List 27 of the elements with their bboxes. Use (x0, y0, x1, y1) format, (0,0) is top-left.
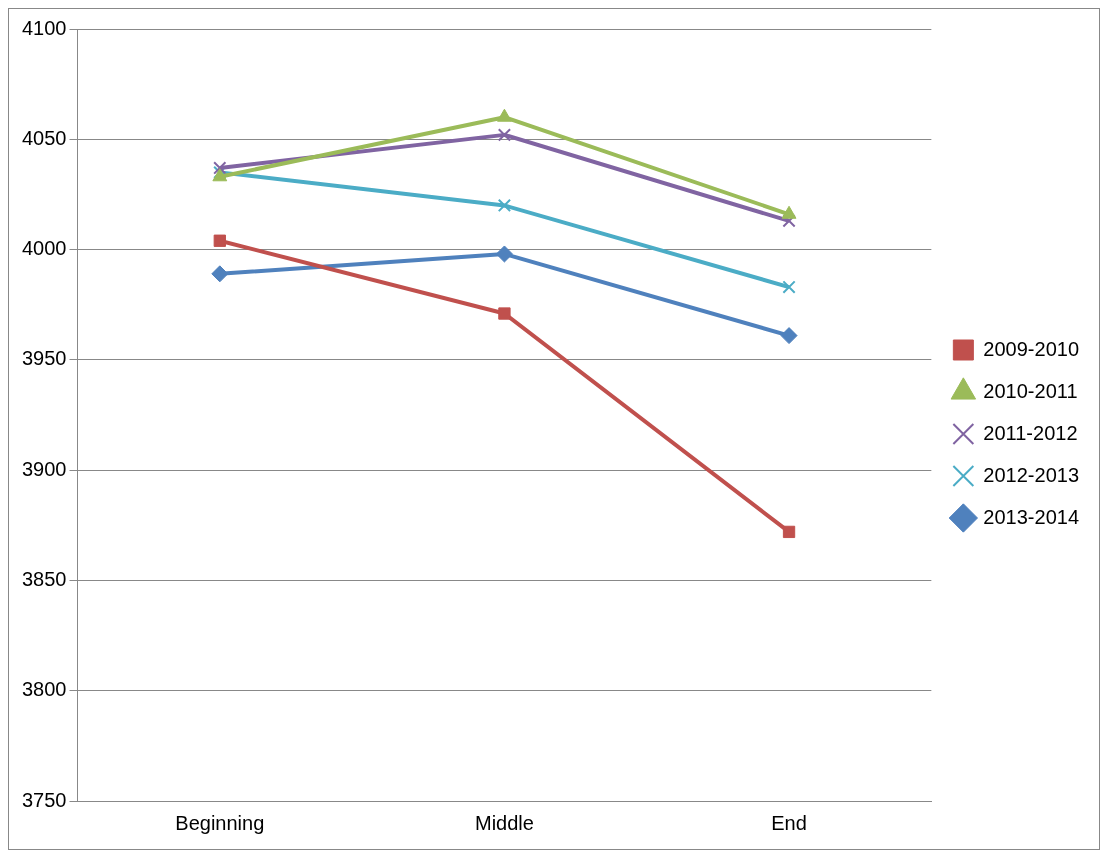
x-tick-label: Middle (474, 811, 534, 834)
point (782, 525, 796, 539)
y-tick-label: 3950 (21, 347, 67, 370)
legend-label: 2010-2011 (983, 379, 1078, 402)
point (211, 265, 229, 283)
y-tick-label: 4000 (21, 237, 67, 260)
point (213, 234, 226, 247)
legend-label: 2011-2012 (983, 421, 1078, 444)
point (782, 280, 796, 294)
x-tick-label: End (771, 811, 807, 834)
point (497, 108, 512, 122)
y-tick-label: 3750 (21, 788, 67, 811)
y-tick-label: 4050 (21, 126, 67, 149)
point (781, 205, 797, 219)
point (497, 128, 512, 142)
point (495, 245, 513, 263)
legend-label: 2012-2013 (983, 463, 1080, 486)
y-tick-label: 3900 (21, 457, 67, 480)
y-tick-label: 3850 (21, 567, 67, 590)
point (497, 198, 512, 213)
legend-label: 2009-2010 (983, 337, 1080, 360)
legend-label: 2013-2014 (983, 505, 1080, 528)
y-tick-label: 3800 (21, 678, 67, 701)
point (498, 307, 511, 320)
y-tick-label: 4100 (21, 16, 67, 39)
x-tick-label: Beginning (175, 811, 265, 834)
point (780, 327, 798, 345)
